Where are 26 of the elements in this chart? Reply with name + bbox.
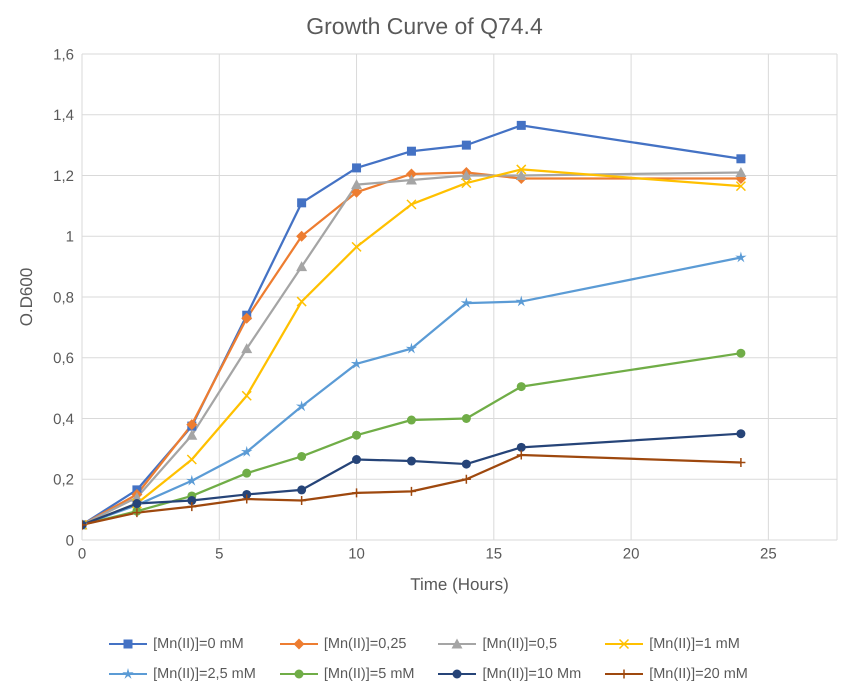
- y-tick-label: 1: [66, 228, 74, 246]
- y-tick-label: 1,4: [53, 107, 74, 124]
- x-tick-label: 0: [78, 546, 86, 563]
- legend-label: [Mn(II)]=0 mM: [153, 636, 244, 652]
- x-tick-label: 20: [622, 546, 640, 563]
- legend-label: [Mn(II)]=0,5: [482, 636, 558, 652]
- y-tick-label: 0,2: [53, 472, 74, 489]
- legend-label: [Mn(II)]=1 mM: [649, 636, 740, 652]
- y-tick-label: 0,6: [53, 350, 74, 368]
- y-tick-label: 1,2: [53, 168, 74, 185]
- y-axis-title: O.D600: [17, 268, 36, 326]
- y-tick-label: 0,4: [53, 410, 74, 428]
- chart-title: Growth Curve of Q74.4: [305, 12, 544, 41]
- x-tick-label: 10: [348, 546, 365, 563]
- y-tick-label: 0: [66, 532, 74, 550]
- legend-label: [Mn(II)]=0,25: [324, 636, 406, 652]
- x-tick-label: 5: [215, 546, 224, 563]
- y-tick-label: 1,6: [53, 46, 74, 64]
- legend-label: [Mn(II)]=2,5 mM: [153, 666, 256, 682]
- x-tick-label: 15: [485, 546, 502, 563]
- legend-label: [Mn(II)]=20 mM: [649, 666, 748, 682]
- x-axis-title: Time (Hours): [410, 575, 509, 594]
- y-tick-label: 0,8: [53, 289, 74, 306]
- x-tick-label: 25: [760, 546, 777, 563]
- legend-label: [Mn(II)]=10 Mm: [482, 666, 582, 682]
- legend-label: [Mn(II)]=5 mM: [324, 666, 414, 682]
